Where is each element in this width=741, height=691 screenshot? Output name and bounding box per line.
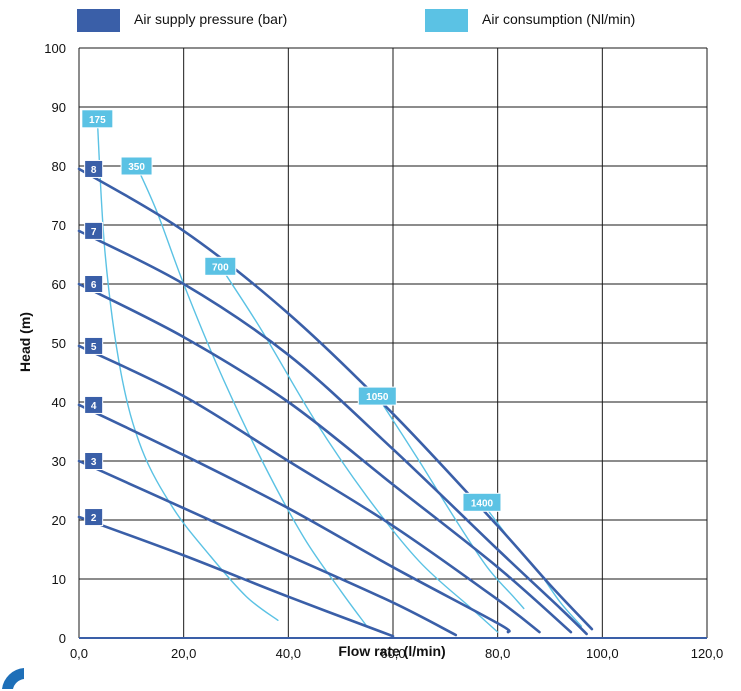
y-tick-label: 100 [44,41,66,56]
badge-label: 350 [128,162,145,173]
pressure-badge-2: 2 [84,508,104,527]
pressure-curve-8 [77,167,594,631]
badge-label: 700 [212,262,229,273]
series-badges: 2 3 4 5 6 7 8 175 350 700 1050 1400 [81,109,502,527]
y-tick-label: 10 [52,572,66,587]
y-tick-label: 90 [52,100,66,115]
badge-label: 1400 [471,498,494,509]
badge-box [84,336,104,355]
pressure-curve-2 [77,515,395,638]
y-tick-label: 30 [52,454,66,469]
badge-box [84,159,104,178]
y-tick-label: 0 [59,631,66,646]
badge-box [84,452,104,470]
legend-swatch-consumption [425,9,468,32]
x-axis-title: Flow rate (l/min) [338,643,445,659]
consumption-curve-1050 [376,395,525,610]
badge-label: 3 [91,457,97,468]
consumption-badge-1050: 1050 [357,386,397,406]
y-tick-label: 40 [52,395,66,410]
badge-label: 4 [91,401,97,412]
consumption-curve-700 [219,265,499,633]
y-tick-label: 20 [52,513,66,528]
pressure-curve-6 [77,282,573,634]
badge-label: 8 [91,165,97,176]
pressure-badge-3: 3 [84,452,104,470]
badge-box [84,508,104,527]
pressure-badge-7: 7 [84,221,104,240]
consumption-badge-350: 350 [120,156,153,176]
badge-box [81,109,114,129]
badge-label: 1050 [366,392,389,403]
pressure-badge-4: 4 [84,395,104,414]
y-tick-label: 80 [52,159,66,174]
x-tick-label: 60,0 [380,646,405,661]
x-tick-label: 0,0 [70,646,88,661]
grid [78,47,708,639]
pressure-badge-6: 6 [84,275,104,293]
legend-swatch-pressure [77,9,120,32]
pressure-curve-3 [77,459,458,637]
y-tick-label: 50 [52,336,66,351]
badge-box [84,395,104,414]
x-tick-label: 80,0 [485,646,510,661]
consumption-badge-700: 700 [204,256,237,276]
pressure-badge-8: 8 [84,159,104,178]
pressure-curve-5 [77,344,541,634]
y-tick-label: 60 [52,277,66,292]
consumption-curve-350 [135,165,368,627]
pressure-badge-5: 5 [84,336,104,355]
legend-label-consumption: Air consumption (Nl/min) [482,11,635,27]
badge-box [120,156,153,176]
badge-label: 6 [91,280,97,291]
badge-box [462,492,502,512]
y-tick-label: 70 [52,218,66,233]
consumption-badge-175: 175 [81,109,114,129]
badge-label: 2 [91,513,97,524]
x-tick-label: 40,0 [276,646,301,661]
pressure-curve-4 [77,403,511,634]
badge-box [84,275,104,293]
badge-box [204,256,237,276]
y-axis-title: Head (m) [17,312,33,372]
x-tick-label: 120,0 [691,646,724,661]
pressure-curve-7 [77,229,588,636]
brand-logo-icon [2,668,24,689]
legend: Air supply pressure (bar) Air consumptio… [77,9,635,32]
x-tick-label: 100,0 [586,646,619,661]
consumption-curve-175 [96,118,279,621]
legend-label-pressure: Air supply pressure (bar) [134,11,287,27]
badge-box [84,221,104,240]
x-tick-label: 20,0 [171,646,196,661]
badge-label: 5 [91,342,97,353]
tick-labels: 0,0 20,0 40,0 60,0 80,0 100,0 120,0 0 10 20 30 40 50… [44,41,723,661]
badge-label: 7 [91,227,97,238]
badge-label: 175 [89,115,106,126]
consumption-badge-1400: 1400 [462,492,502,512]
badge-box [357,386,397,406]
series-lines [77,118,594,638]
